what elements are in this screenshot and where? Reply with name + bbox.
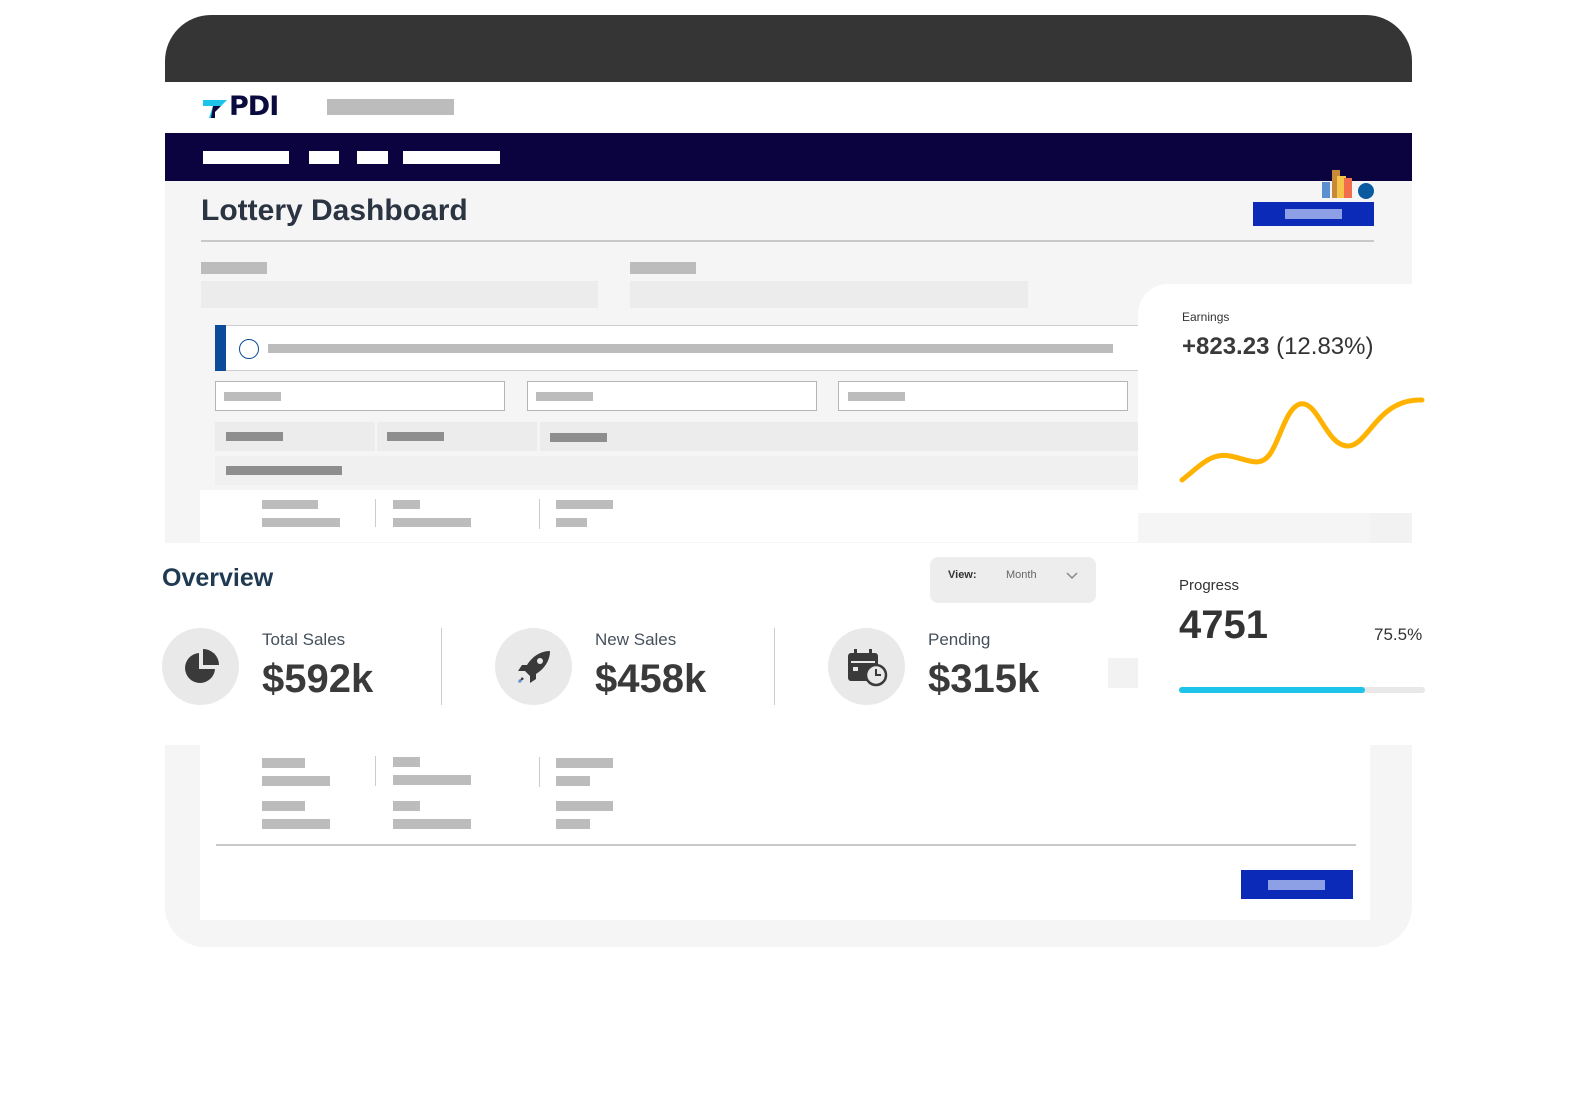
table-header-label-3 — [550, 433, 607, 442]
cell-placeholder — [556, 801, 613, 811]
overflow-block — [1108, 658, 1138, 688]
cell-placeholder — [262, 518, 340, 527]
lower-table-panel — [200, 745, 1370, 920]
view-select[interactable] — [930, 557, 1096, 603]
pie-chart-icon — [162, 628, 239, 705]
calendar-clock-icon — [828, 628, 905, 705]
stat-value-total-sales: $592k — [262, 657, 374, 701]
nav-item-2[interactable] — [309, 151, 339, 164]
overview-title: Overview — [162, 564, 274, 592]
radio-button[interactable] — [239, 339, 259, 359]
earnings-sparkline — [1179, 397, 1425, 483]
progress-percent: 75.5% — [1374, 625, 1423, 644]
progress-value: 4751 — [1179, 603, 1268, 647]
stat-divider — [774, 628, 775, 705]
table-header-label-2 — [387, 432, 444, 441]
cell-placeholder — [262, 776, 330, 786]
cell-placeholder — [262, 758, 305, 768]
table-group-row[interactable] — [215, 456, 1138, 485]
progress-card — [1138, 543, 1438, 745]
logo-mark-icon — [203, 100, 227, 118]
cell-placeholder — [556, 758, 613, 768]
page-title: Lottery Dashboard — [201, 194, 468, 227]
table-header-cell-3[interactable] — [540, 422, 1138, 451]
bar-chart-decoration-icon — [1322, 170, 1374, 199]
filter-field-2[interactable] — [630, 281, 1028, 308]
group-row-label — [226, 466, 342, 475]
cell-placeholder — [393, 518, 471, 527]
table-row — [200, 490, 1138, 542]
filter-label-1 — [201, 262, 267, 274]
stat-value-pending: $315k — [928, 657, 1040, 701]
stat-label-new-sales: New Sales — [595, 630, 677, 649]
footer-divider — [216, 844, 1356, 846]
cell-placeholder — [393, 775, 471, 785]
earnings-value: +823.23 (12.83%) — [1182, 333, 1373, 361]
cell-placeholder — [556, 819, 590, 829]
brand-logo[interactable]: PDI — [203, 91, 279, 122]
selection-text-placeholder — [268, 344, 1113, 353]
progress-fill — [1179, 687, 1365, 693]
earnings-change: (12.83%) — [1276, 333, 1374, 360]
filter-label-2 — [630, 262, 696, 274]
nav-item-3[interactable] — [357, 151, 388, 164]
cell-placeholder — [393, 500, 420, 509]
input-placeholder-2 — [536, 392, 593, 401]
cell-placeholder — [556, 518, 587, 527]
input-placeholder-1 — [224, 392, 281, 401]
stat-value-new-sales: $458k — [595, 657, 707, 701]
cell-placeholder — [262, 819, 330, 829]
nav-item-1[interactable] — [203, 151, 289, 164]
cell-placeholder — [393, 801, 420, 811]
header-placeholder — [327, 99, 454, 115]
cell-placeholder — [262, 801, 305, 811]
earnings-card — [1138, 284, 1412, 513]
card-shadow-block — [1370, 513, 1412, 543]
column-divider — [375, 499, 376, 527]
input-placeholder-3 — [848, 392, 905, 401]
progress-label: Progress — [1179, 577, 1240, 594]
chevron-down-icon[interactable] — [1065, 571, 1079, 581]
main-nav — [165, 133, 1412, 181]
earnings-label: Earnings — [1182, 310, 1230, 324]
stat-label-pending: Pending — [928, 630, 991, 649]
cell-placeholder — [393, 819, 471, 829]
cell-placeholder — [556, 500, 613, 509]
logo-text: PDI — [229, 91, 279, 122]
device-frame-top — [165, 15, 1412, 83]
title-divider — [201, 240, 1374, 242]
filter-field-1[interactable] — [201, 281, 598, 308]
stat-divider — [441, 628, 442, 705]
cell-placeholder — [262, 500, 318, 509]
view-select-value: Month — [1006, 569, 1037, 581]
column-divider — [539, 499, 540, 529]
selection-indicator — [215, 325, 226, 371]
stat-label-total-sales: Total Sales — [262, 630, 346, 649]
cell-placeholder — [556, 776, 590, 786]
column-divider — [539, 757, 540, 787]
table-header-label-1 — [226, 432, 283, 441]
rocket-icon — [495, 628, 572, 705]
view-select-label: View: — [948, 569, 977, 581]
footer-action-button[interactable] — [1241, 870, 1353, 899]
column-divider — [375, 756, 376, 786]
header-action-button[interactable] — [1253, 202, 1374, 226]
nav-item-4[interactable] — [403, 151, 500, 164]
cell-placeholder — [393, 757, 420, 767]
earnings-amount: +823.23 — [1182, 333, 1270, 360]
